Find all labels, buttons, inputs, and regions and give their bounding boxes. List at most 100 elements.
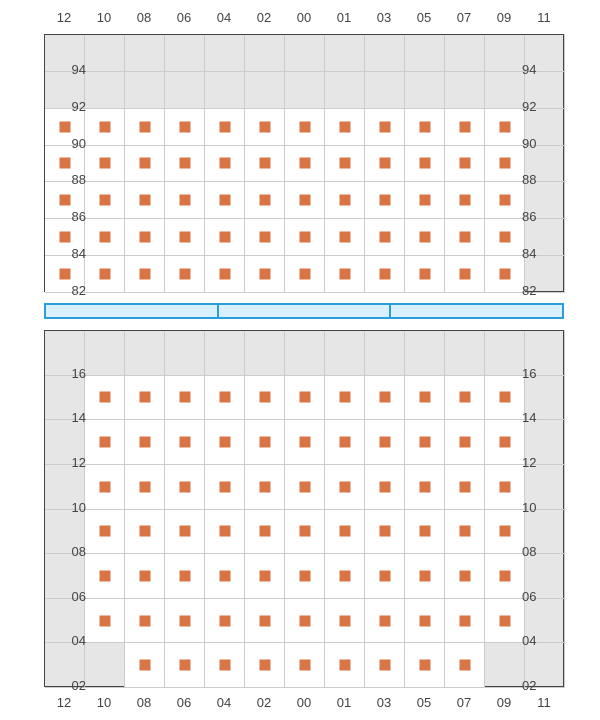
marker — [99, 121, 110, 132]
grid-cell — [405, 599, 445, 644]
marker — [299, 481, 310, 492]
marker — [459, 392, 470, 403]
marker — [459, 232, 470, 243]
marker — [339, 392, 350, 403]
y-label: 12 — [50, 455, 86, 470]
marker — [59, 158, 70, 169]
marker — [379, 232, 390, 243]
marker — [459, 526, 470, 537]
marker — [179, 158, 190, 169]
marker — [299, 158, 310, 169]
grid-cell — [485, 510, 525, 555]
marker — [259, 195, 270, 206]
grid-cell — [85, 109, 125, 146]
marker — [419, 158, 430, 169]
marker — [339, 232, 350, 243]
grid-cell — [485, 554, 525, 599]
grid-cell — [485, 599, 525, 644]
grid-cell — [405, 72, 445, 109]
grid-cell — [285, 643, 325, 688]
y-label: 06 — [522, 589, 558, 604]
grid-cell — [205, 465, 245, 510]
marker — [419, 437, 430, 448]
marker — [259, 269, 270, 280]
marker — [219, 526, 230, 537]
grid-cell — [245, 643, 285, 688]
marker — [259, 121, 270, 132]
grid-cell — [365, 72, 405, 109]
chart-container: 12100806040200010305070911 9492908886848… — [0, 0, 600, 720]
marker — [299, 615, 310, 626]
x-label: 12 — [44, 695, 84, 710]
marker — [339, 570, 350, 581]
grid-cell — [165, 376, 205, 421]
marker — [179, 121, 190, 132]
grid-cell — [125, 109, 165, 146]
marker — [499, 121, 510, 132]
x-label: 02 — [244, 695, 284, 710]
marker — [499, 392, 510, 403]
marker — [59, 121, 70, 132]
grid-cell — [205, 376, 245, 421]
marker — [219, 615, 230, 626]
x-label: 10 — [84, 10, 124, 25]
grid-cell — [85, 72, 125, 109]
marker — [339, 269, 350, 280]
grid-cell — [245, 376, 285, 421]
marker — [179, 526, 190, 537]
grid-cell — [485, 146, 525, 183]
grid-cell — [245, 35, 285, 72]
marker — [299, 660, 310, 671]
x-label: 05 — [404, 10, 444, 25]
x-label: 09 — [484, 695, 524, 710]
grid-cell — [125, 182, 165, 219]
grid-cell — [445, 420, 485, 465]
marker — [299, 570, 310, 581]
marker — [259, 481, 270, 492]
grid-cell — [365, 643, 405, 688]
grid-cell — [445, 554, 485, 599]
x-label: 06 — [164, 10, 204, 25]
grid-cell — [365, 219, 405, 256]
grid-cell — [165, 182, 205, 219]
grid-cell — [125, 554, 165, 599]
marker — [99, 615, 110, 626]
grid-cell — [445, 465, 485, 510]
grid-cell — [405, 35, 445, 72]
grid-cell — [405, 510, 445, 555]
grid-cell — [285, 376, 325, 421]
marker — [379, 660, 390, 671]
grid-cell — [325, 331, 365, 376]
marker — [339, 437, 350, 448]
grid-cell — [325, 599, 365, 644]
marker — [219, 232, 230, 243]
grid-cell — [325, 256, 365, 293]
marker — [139, 232, 150, 243]
marker — [419, 660, 430, 671]
marker — [259, 570, 270, 581]
grid-cell — [445, 331, 485, 376]
grid-cell — [85, 554, 125, 599]
marker — [99, 158, 110, 169]
grid-cell — [365, 420, 405, 465]
grid-cell — [365, 376, 405, 421]
grid-cell — [205, 72, 245, 109]
marker — [139, 195, 150, 206]
marker — [299, 232, 310, 243]
grid-cell — [285, 219, 325, 256]
grid-cell — [85, 35, 125, 72]
marker — [139, 570, 150, 581]
grid-cell — [205, 35, 245, 72]
grid-cell — [205, 182, 245, 219]
y-label: 94 — [522, 62, 558, 77]
grid-cell — [285, 109, 325, 146]
grid-cell — [245, 420, 285, 465]
marker — [459, 269, 470, 280]
marker — [219, 195, 230, 206]
x-label: 02 — [244, 10, 284, 25]
marker — [219, 660, 230, 671]
grid-cell — [325, 72, 365, 109]
marker — [219, 269, 230, 280]
top-grid — [44, 34, 564, 292]
grid-cell — [205, 599, 245, 644]
